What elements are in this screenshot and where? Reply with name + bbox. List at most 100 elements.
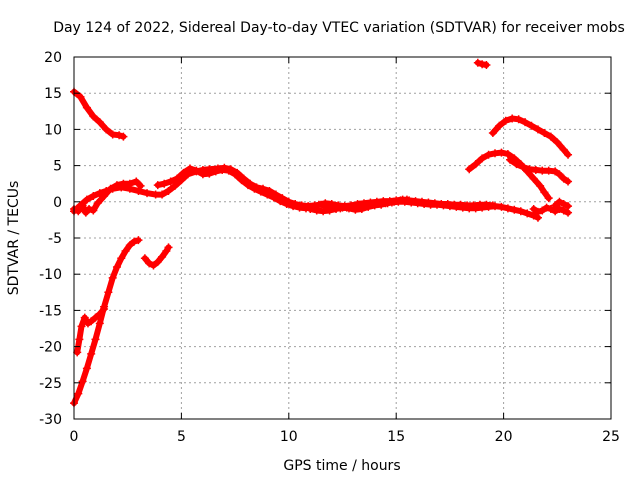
- axis-ticks: [73, 56, 612, 420]
- data-point: [553, 138, 562, 147]
- data-point: [73, 348, 82, 357]
- data-point: [250, 184, 259, 193]
- data-point: [87, 317, 96, 326]
- data-point: [544, 194, 553, 203]
- data-point: [89, 112, 98, 121]
- data-point: [465, 165, 474, 174]
- data-point: [115, 131, 124, 140]
- data-point: [102, 125, 111, 134]
- data-point: [289, 202, 298, 211]
- data-point: [237, 176, 246, 185]
- y-tick-label: -25: [39, 376, 62, 392]
- data-point: [527, 121, 536, 130]
- chart-title: Day 124 of 2022, Sidereal Day-to-day VTE…: [53, 20, 625, 36]
- data-point: [512, 160, 521, 169]
- x-tick-label: 0: [70, 429, 79, 445]
- data-point: [282, 199, 291, 208]
- data-point: [77, 322, 86, 331]
- data-point: [91, 313, 100, 322]
- data-point: [555, 197, 564, 206]
- y-tick-label: 15: [44, 86, 62, 102]
- data-point: [185, 164, 194, 173]
- series-arc-7: [153, 164, 497, 213]
- data-point: [263, 190, 272, 199]
- data-point: [478, 154, 487, 163]
- data-point: [510, 205, 519, 214]
- data-point: [125, 184, 134, 193]
- data-point: [564, 202, 573, 211]
- x-axis-title: GPS time / hours: [283, 458, 400, 474]
- data-point: [536, 181, 545, 190]
- data-point: [192, 166, 201, 175]
- data-point: [130, 237, 139, 246]
- data-point: [497, 202, 506, 211]
- data-point: [119, 132, 128, 141]
- data-point: [117, 254, 126, 263]
- series-arc-1: [70, 87, 128, 141]
- data-point: [231, 170, 240, 179]
- data-point: [179, 168, 188, 177]
- data-point: [173, 174, 182, 183]
- data-point: [564, 150, 573, 159]
- data-point: [538, 206, 547, 215]
- data-point: [276, 197, 285, 206]
- data-point: [140, 254, 149, 263]
- data-point: [143, 189, 152, 198]
- series-line: [552, 198, 571, 210]
- data-point: [344, 204, 353, 213]
- y-tick-label: 10: [44, 122, 62, 138]
- data-point: [89, 206, 98, 215]
- data-point: [377, 200, 386, 209]
- y-tick-label: -30: [39, 412, 62, 428]
- data-point: [514, 115, 523, 124]
- data-point: [91, 335, 100, 344]
- data-point: [497, 148, 506, 157]
- data-point: [153, 181, 162, 190]
- data-point: [269, 193, 278, 202]
- data-point: [125, 241, 134, 250]
- data-point: [160, 179, 169, 188]
- data-point: [516, 207, 525, 216]
- series-arc-8: [306, 195, 411, 216]
- data-point: [164, 243, 173, 252]
- series-arc-11: [465, 148, 553, 203]
- data-point: [518, 163, 527, 172]
- data-point: [506, 155, 515, 164]
- data-point: [104, 288, 113, 297]
- x-tick-label: 10: [280, 429, 298, 445]
- data-point: [102, 186, 111, 195]
- data-point: [121, 247, 130, 256]
- data-point: [112, 262, 121, 271]
- data-point: [402, 195, 411, 204]
- series-arc-14: [551, 197, 573, 211]
- series-arc-12: [506, 155, 573, 186]
- data-point: [540, 129, 549, 138]
- data-point: [224, 166, 233, 175]
- data-point: [108, 184, 117, 193]
- data-point: [211, 167, 220, 176]
- data-point: [488, 201, 497, 210]
- data-point: [495, 121, 504, 130]
- data-point: [78, 377, 87, 386]
- data-point: [82, 103, 91, 112]
- series-arc-3: [73, 304, 109, 357]
- data-point: [82, 195, 91, 204]
- data-point: [501, 116, 510, 125]
- data-point: [471, 160, 480, 169]
- data-point: [166, 177, 175, 186]
- data-point: [473, 58, 482, 67]
- data-point: [503, 150, 512, 159]
- grid-lines: [74, 57, 611, 419]
- data-point: [503, 204, 512, 213]
- data-point: [546, 132, 555, 141]
- x-tick-label: 5: [177, 429, 186, 445]
- y-tick-label: -15: [39, 303, 62, 319]
- x-tick-label: 25: [602, 429, 620, 445]
- data-point: [95, 118, 104, 127]
- data-point: [555, 170, 564, 179]
- data-point: [80, 313, 89, 322]
- data-point: [383, 199, 392, 208]
- series-line: [71, 237, 142, 407]
- y-tick-label: -5: [48, 231, 62, 247]
- data-point: [95, 310, 104, 319]
